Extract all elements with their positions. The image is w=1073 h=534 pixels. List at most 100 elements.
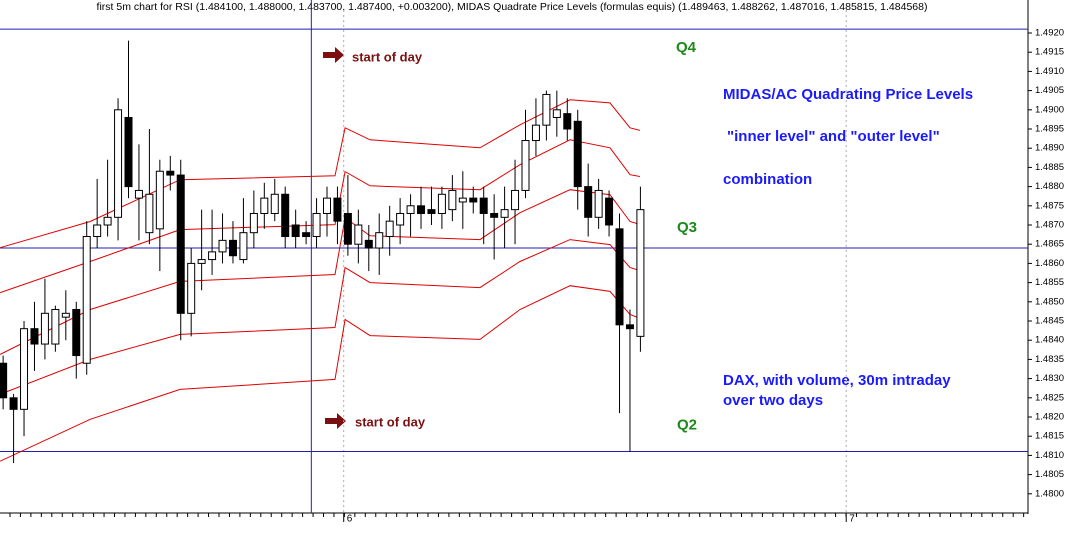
candle-body — [30, 328, 39, 345]
y-tick-label: 1.4855 — [1035, 277, 1064, 288]
annotation: over two days — [723, 392, 823, 409]
candle-body — [385, 220, 394, 238]
candle-body — [114, 109, 123, 218]
candle-body — [406, 205, 415, 214]
candle-body — [228, 239, 237, 257]
y-tick-label: 1.4840 — [1035, 335, 1064, 346]
candle-body — [448, 189, 457, 211]
candle-body — [93, 224, 102, 238]
candle-body — [322, 197, 331, 214]
candle-body — [103, 216, 112, 226]
candle-body — [427, 209, 436, 214]
candle-body — [625, 324, 634, 330]
candle-body — [187, 262, 196, 314]
y-tick-label: 1.4850 — [1035, 296, 1064, 307]
y-tick-label: 1.4885 — [1035, 162, 1064, 173]
candle-body — [260, 197, 269, 214]
candle-body — [636, 209, 645, 337]
level-label: Q4 — [676, 39, 697, 56]
candle-body — [364, 239, 373, 249]
band-line — [0, 139, 641, 294]
candle-body — [40, 312, 49, 345]
candle-body — [375, 232, 384, 249]
minor-ticks — [9, 513, 1025, 517]
y-tick-label: 1.4920 — [1035, 28, 1064, 39]
candle-body — [9, 397, 18, 410]
y-tick-label: 1.4845 — [1035, 316, 1064, 327]
level-label: Q3 — [677, 219, 697, 236]
candle-body — [208, 251, 217, 261]
annotation: DAX, with volume, 30m intraday — [723, 372, 951, 389]
y-tick-label: 1.4895 — [1035, 124, 1064, 135]
candle-body — [72, 308, 81, 357]
arrow — [325, 413, 346, 429]
y-tick-label: 1.4915 — [1035, 47, 1064, 58]
candle-body — [0, 362, 8, 399]
candle-body — [302, 232, 311, 238]
candle-body — [552, 109, 561, 118]
y-tick-label: 1.4905 — [1035, 85, 1064, 96]
candle-body — [511, 189, 520, 211]
band-line — [0, 99, 641, 249]
y-tick-label: 1.4910 — [1035, 66, 1064, 77]
candle-body — [145, 193, 154, 234]
band-line — [0, 189, 641, 355]
candle-body — [490, 212, 499, 218]
candle-body — [249, 212, 258, 234]
y-tick-label: 1.4900 — [1035, 104, 1064, 115]
annotation: start of day — [355, 414, 426, 429]
chart-title: first 5m chart for RSI (1.484100, 1.4880… — [97, 1, 928, 13]
y-tick-label: 1.4800 — [1035, 488, 1064, 499]
candle-body — [500, 209, 509, 218]
candle-body — [281, 193, 290, 238]
y-tick-label: 1.4875 — [1035, 200, 1064, 211]
band-line — [0, 285, 641, 462]
candle-body — [531, 124, 540, 142]
candle-body — [239, 232, 248, 261]
candle-body — [615, 228, 624, 326]
annotation: "inner level" and "outer level" — [727, 128, 940, 145]
candle-body — [270, 193, 279, 214]
y-tick-label: 1.4830 — [1035, 373, 1064, 384]
candle-body — [82, 236, 91, 364]
candle-body — [333, 197, 342, 222]
candle-body — [20, 328, 29, 410]
y-tick-label: 1.4825 — [1035, 392, 1064, 403]
candle-body — [605, 197, 614, 226]
y-tick-label: 1.4890 — [1035, 143, 1064, 154]
candle-body — [155, 170, 164, 230]
candle-body — [176, 174, 185, 314]
candle-body — [563, 113, 572, 130]
y-tick-label: 1.4865 — [1035, 239, 1064, 250]
candle-body — [594, 189, 603, 218]
y-tick-label: 1.4860 — [1035, 258, 1064, 269]
candle-body — [343, 212, 352, 245]
y-tick-label: 1.4870 — [1035, 220, 1064, 231]
candle-body — [584, 186, 593, 218]
candle-body — [437, 193, 446, 214]
candle-body — [218, 239, 227, 253]
annotation: MIDAS/AC Quadrating Price Levels — [723, 86, 973, 103]
candle-body — [417, 205, 426, 214]
candle-body — [479, 197, 488, 214]
annotation: combination — [723, 171, 812, 188]
x-tick-label: 7 — [849, 514, 855, 525]
candle-body — [573, 120, 582, 188]
candle-body — [61, 312, 70, 318]
candle-body — [197, 259, 206, 264]
x-tick-label: 6 — [347, 514, 353, 525]
annotation: start of day — [352, 49, 423, 64]
y-tick-label: 1.4880 — [1035, 181, 1064, 192]
y-tick-label: 1.4815 — [1035, 431, 1064, 442]
arrow — [323, 47, 344, 63]
y-tick-label: 1.4835 — [1035, 354, 1064, 365]
candle-body — [312, 212, 321, 238]
y-tick-label: 1.4820 — [1035, 412, 1064, 423]
level-label: Q2 — [677, 417, 697, 434]
candle-body — [51, 308, 60, 345]
candle-body — [291, 224, 300, 238]
candle-body — [354, 224, 363, 245]
candle-body — [521, 140, 530, 191]
